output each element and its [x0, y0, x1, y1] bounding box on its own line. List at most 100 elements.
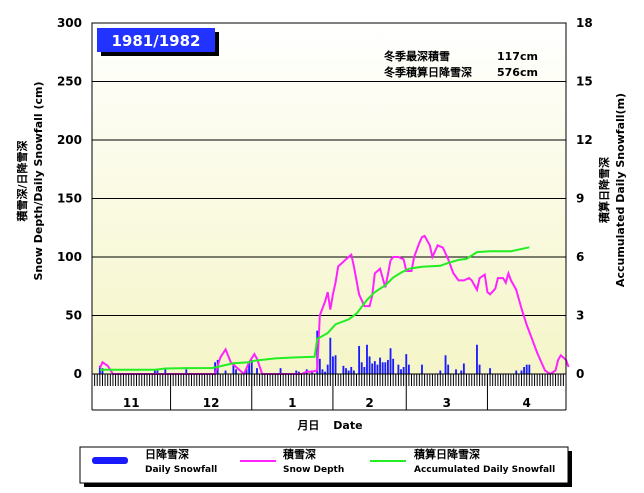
snowfall-bar	[342, 365, 345, 374]
right-axis-ticks: 0 3 6 9 12 15 18	[576, 16, 593, 381]
snowfall-bar	[392, 358, 395, 374]
legend-box	[79, 446, 569, 484]
snowfall-bar	[326, 364, 329, 374]
snowfall-bar	[360, 362, 363, 374]
legend-label-accumulated-ja: 積算日降雪深	[413, 447, 480, 461]
snowfall-bar	[462, 363, 465, 374]
x-axis-label-ja: 月日	[296, 419, 319, 432]
right-axis-label-ja: 積算日降雪深	[597, 157, 611, 224]
snowfall-bar	[250, 359, 253, 374]
snowfall-bar	[455, 369, 457, 374]
snowfall-bar	[523, 366, 526, 374]
snowfall-bar	[421, 364, 423, 374]
right-tick-label: 15	[576, 75, 593, 89]
left-tick-label: 100	[57, 250, 82, 264]
month-label: 1	[288, 396, 296, 410]
snowfall-bar	[397, 364, 400, 374]
snowfall-bar	[185, 369, 188, 374]
season-label: 1981/1982	[112, 32, 201, 50]
snowfall-bar	[444, 355, 447, 374]
month-label: 2	[365, 396, 373, 410]
left-axis-label-en: Snow Depth/Daily Snowfall (cm)	[32, 81, 45, 280]
grid-lines	[92, 81, 566, 316]
season-box	[97, 28, 215, 52]
month-separators	[91, 374, 567, 410]
snowfall-bar	[387, 359, 389, 374]
snowfall-bar	[153, 369, 156, 374]
day-ticks	[91, 374, 567, 386]
snowfall-bar	[478, 364, 481, 374]
snowfall-bar	[439, 370, 442, 374]
snowfall-bar	[384, 362, 387, 374]
snowfall-bar	[334, 355, 337, 374]
snowfall-bar	[373, 361, 376, 374]
right-tick-label: 9	[576, 192, 584, 206]
snowfall-bar	[352, 370, 355, 374]
accumulated-snowfall-line	[99, 246, 530, 371]
left-tick-label: 250	[57, 75, 82, 89]
month-labels: 11 12 1 2 3 4	[123, 396, 531, 410]
snowfall-bar	[324, 371, 326, 374]
legend-swatch-daily-snowfall	[92, 457, 128, 464]
snowfall-bar	[525, 364, 528, 374]
snowfall-bar	[350, 366, 353, 374]
left-axis-label-ja: 積雪深/日降雪深	[15, 140, 29, 222]
snowfall-bar	[321, 369, 324, 374]
snowfall-bar	[245, 368, 248, 374]
snowfall-bar	[347, 370, 350, 374]
legend-label-daily-snowfall-en: Daily Snowfall	[145, 465, 217, 475]
snowfall-bar	[381, 362, 384, 374]
snowfall-bar	[447, 364, 450, 374]
left-tick-label: 300	[57, 16, 82, 30]
snowfall-bar	[318, 358, 321, 374]
left-axis-ticks: 0 50 100 150 200 250 300	[57, 16, 82, 381]
snowfall-bar	[332, 356, 334, 374]
snowfall-bar	[476, 344, 478, 374]
left-tick-label: 200	[57, 133, 82, 147]
snowfall-bar	[379, 357, 381, 374]
snowfall-bar	[235, 369, 237, 374]
snowfall-bar	[224, 370, 227, 374]
snowfall-bar	[389, 348, 392, 374]
stat-total-snowfall-label: 冬季積算日降雪深	[384, 65, 472, 79]
right-tick-label: 12	[576, 133, 593, 147]
snowfall-bar	[368, 356, 371, 374]
snowfall-bar	[232, 363, 235, 374]
month-label: 3	[443, 396, 451, 410]
snowfall-bar	[376, 364, 379, 374]
snowfall-bar	[371, 363, 374, 374]
right-axis-label-en: Accumulated Daily Snowfall(m)	[614, 93, 627, 287]
snowfall-bar	[329, 337, 332, 374]
right-tick-label: 3	[576, 309, 584, 323]
plot-frame	[91, 22, 567, 375]
snowfall-bar	[400, 369, 402, 374]
right-tick-label: 6	[576, 250, 584, 264]
snowfall-bar	[164, 368, 167, 374]
x-axis-label: 月日 Date	[296, 419, 362, 432]
right-tick-label: 0	[576, 367, 584, 381]
left-tick-label: 50	[65, 309, 82, 323]
month-label: 11	[123, 396, 140, 410]
snowfall-bar	[366, 344, 368, 374]
snowfall-bar	[528, 364, 531, 374]
snowfall-bar	[363, 366, 366, 374]
snowfall-bar	[489, 368, 491, 374]
x-axis-label-en: Date	[333, 419, 362, 432]
snowfall-bar	[297, 371, 300, 374]
snowfall-bar	[358, 345, 361, 374]
month-label: 12	[203, 396, 220, 410]
snowfall-bar	[405, 354, 408, 374]
snowfall-bar	[256, 368, 258, 374]
snowfall-bar	[520, 370, 523, 374]
snowfall-bar	[295, 370, 298, 374]
right-tick-label: 18	[576, 16, 593, 30]
legend-label-accumulated-en: Accumulated Daily Snowfall	[414, 465, 555, 475]
legend-label-daily-snowfall-ja: 日降雪深	[145, 447, 189, 461]
snowfall-bar	[101, 368, 104, 374]
snowfall-bar	[407, 364, 410, 374]
snowfall-bar	[402, 366, 405, 374]
legend-label-snow-depth-en: Snow Depth	[283, 465, 344, 475]
left-tick-label: 0	[74, 367, 82, 381]
legend-label-snow-depth-ja: 積雪深	[282, 447, 316, 461]
month-label: 4	[523, 396, 531, 410]
